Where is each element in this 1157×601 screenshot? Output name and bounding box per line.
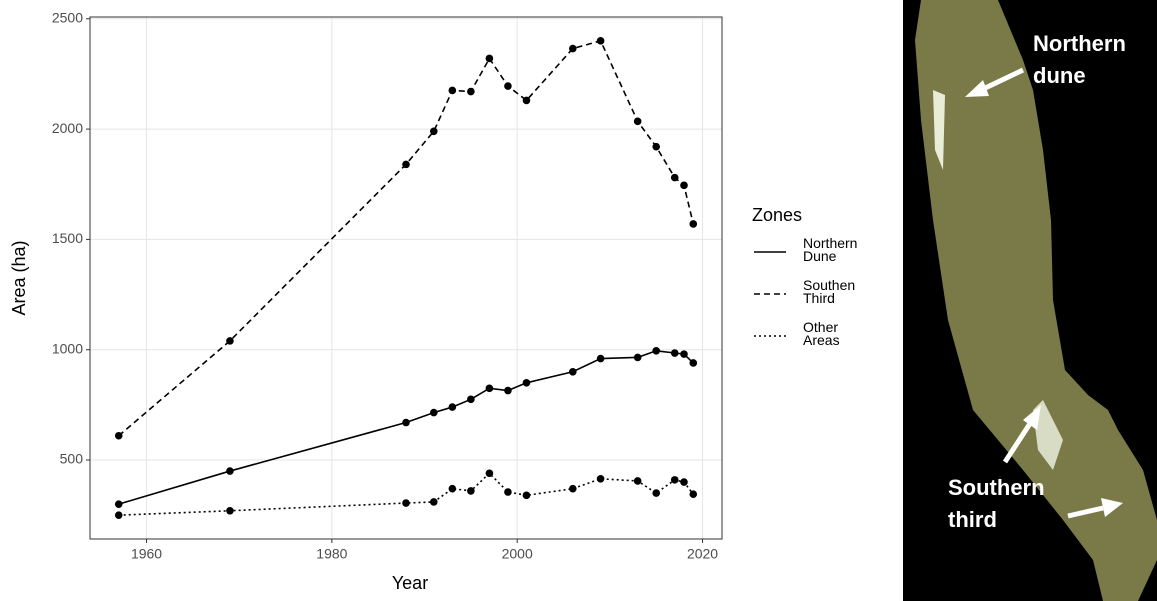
data-point xyxy=(114,511,123,519)
data-point xyxy=(467,487,475,495)
data-point xyxy=(485,54,494,63)
y-tick-label: 2500 xyxy=(52,9,83,25)
data-point xyxy=(226,506,234,515)
data-point xyxy=(430,498,438,506)
data-point xyxy=(596,37,605,45)
image-label: Southern third xyxy=(948,475,1045,532)
data-point xyxy=(670,476,679,484)
image-label: Northern dune xyxy=(1033,31,1126,88)
legend-label: Other Areas xyxy=(803,319,840,348)
y-axis-label: Area (ha) xyxy=(9,240,29,315)
data-point xyxy=(689,220,698,228)
x-tick-label: 2000 xyxy=(502,546,533,562)
data-point xyxy=(448,484,457,493)
data-point xyxy=(670,173,679,182)
data-point xyxy=(522,378,531,387)
data-point xyxy=(522,491,531,500)
data-point xyxy=(652,489,661,497)
data-point xyxy=(670,349,679,357)
data-point xyxy=(467,395,475,404)
y-tick-label: 2000 xyxy=(52,120,83,136)
data-point xyxy=(652,142,661,151)
data-point xyxy=(680,181,688,190)
data-point xyxy=(569,367,577,376)
data-point xyxy=(448,403,457,411)
data-point xyxy=(402,160,410,169)
data-point xyxy=(569,44,577,53)
dune-patch xyxy=(1033,400,1063,470)
legend-title: Zones xyxy=(752,205,803,225)
arrows xyxy=(965,67,1123,519)
data-point xyxy=(448,86,457,95)
data-point xyxy=(633,117,642,126)
data-point xyxy=(504,488,512,496)
y-tick-label: 500 xyxy=(60,451,84,467)
data-point xyxy=(569,484,577,493)
legend-label: Northern Dune xyxy=(803,235,858,264)
series-line xyxy=(118,349,694,505)
data-point xyxy=(596,474,605,483)
data-point xyxy=(522,96,531,105)
data-point xyxy=(114,500,123,508)
data-point xyxy=(504,82,512,90)
data-point xyxy=(430,127,438,136)
data-point xyxy=(680,350,688,358)
data-point xyxy=(114,431,123,440)
data-point xyxy=(226,467,234,475)
series-line xyxy=(118,39,695,437)
plot-background xyxy=(90,17,722,539)
y-tick-label: 1000 xyxy=(52,340,83,356)
y-tick-label: 1500 xyxy=(52,230,83,246)
data-point xyxy=(402,418,410,427)
data-point xyxy=(689,359,698,367)
data-point xyxy=(402,499,410,507)
x-axis-label: Year xyxy=(392,573,428,593)
data-point xyxy=(652,347,661,355)
x-tick-label: 1960 xyxy=(131,546,162,562)
data-point xyxy=(467,87,475,96)
data-point xyxy=(430,408,438,417)
data-point xyxy=(485,384,494,393)
x-tick-label: 1980 xyxy=(316,546,347,562)
data-point xyxy=(633,353,642,362)
data-point xyxy=(689,490,698,499)
data-point xyxy=(485,469,494,478)
island xyxy=(915,0,1157,601)
plot-border xyxy=(89,16,723,540)
dune-patch xyxy=(933,90,945,170)
series-line xyxy=(118,472,694,516)
chart: Year Area (ha) 500 1000 1500 2000 2500 1960 19… xyxy=(9,9,786,593)
data-point xyxy=(680,478,688,486)
x-tick-label: 2020 xyxy=(687,546,718,562)
legend-label: Southen Third xyxy=(803,277,856,306)
data-point xyxy=(596,354,605,363)
satellite-image xyxy=(903,0,1157,601)
data-point xyxy=(226,337,234,345)
data-point xyxy=(633,477,642,485)
data-point xyxy=(504,386,512,395)
